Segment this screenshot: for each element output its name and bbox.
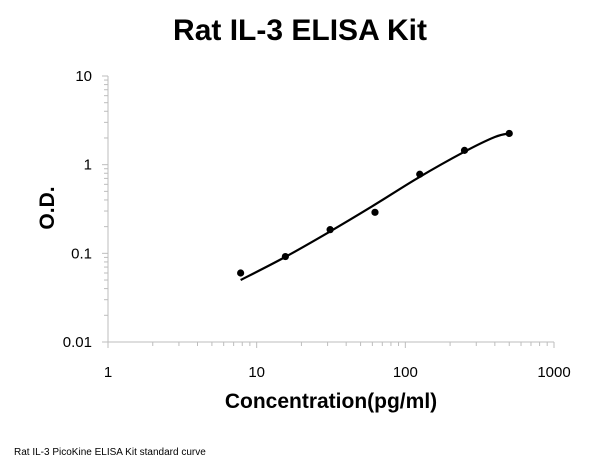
data-point (416, 170, 424, 178)
tick-labels: 1 10 100 1000 10 1 0.1 0.01 (63, 68, 571, 381)
data-point (371, 208, 379, 216)
figure-caption: Rat IL-3 PicoKine ELISA Kit standard cur… (14, 447, 206, 458)
x-tick-label: 1000 (537, 364, 570, 381)
x-tick-label: 1 (104, 364, 112, 381)
y-axis-label: O.D. (36, 186, 59, 230)
y-tick-label: 0.1 (71, 245, 92, 262)
data-point (505, 129, 513, 138)
fit-curve (240, 132, 510, 282)
y-tick-label: 10 (75, 68, 92, 85)
axes (107, 76, 554, 343)
x-tick-label: 10 (248, 364, 265, 381)
ticks (102, 75, 555, 348)
y-tick-label: 1 (84, 157, 92, 174)
x-axis-label: Concentration(pg/ml) (224, 390, 438, 413)
data-points (237, 129, 513, 277)
data-point (326, 226, 334, 234)
data-point (281, 252, 289, 261)
data-point (460, 146, 469, 154)
chart-title: Rat IL-3 ELISA Kit (173, 14, 427, 47)
x-tick-label: 100 (393, 364, 418, 381)
data-point (237, 269, 245, 277)
y-tick-label: 0.01 (63, 334, 92, 351)
